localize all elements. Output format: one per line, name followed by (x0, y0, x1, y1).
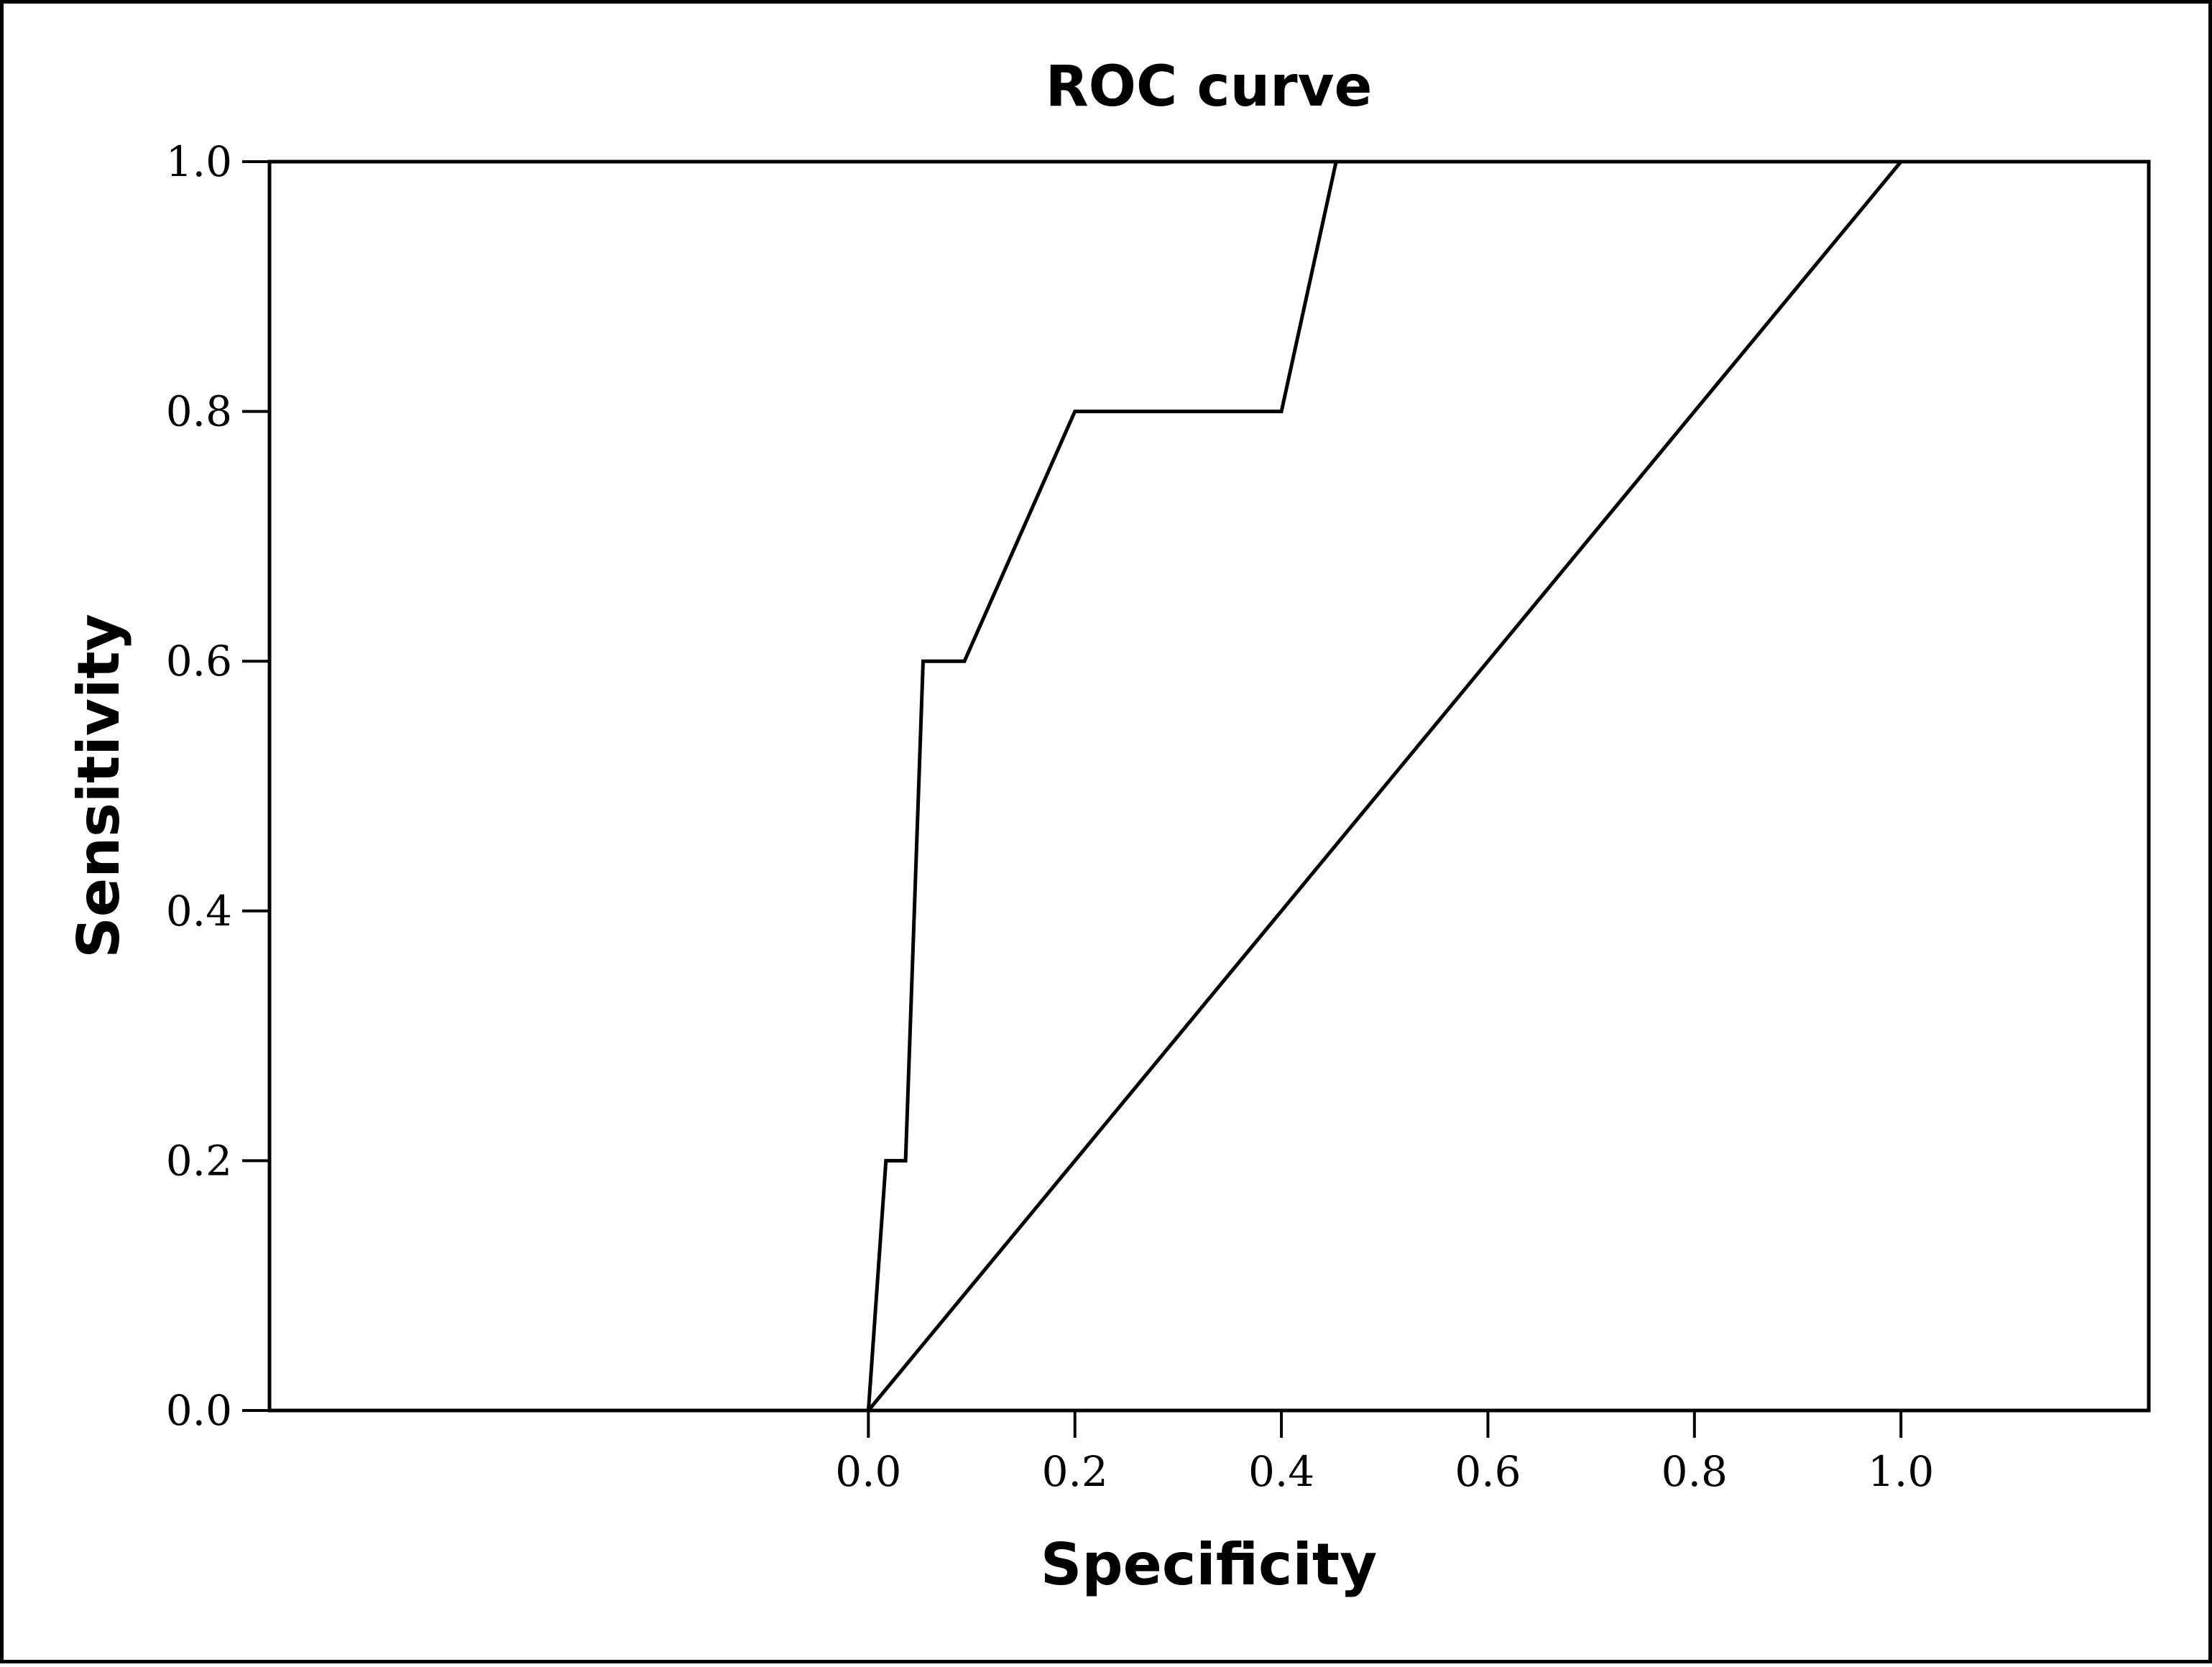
x-tick-label: 0.0 (835, 1447, 901, 1496)
roc-chart: ROC curve 0.00.20.40.60.81.0 0.0 0.2 0.4 0.… (65, 55, 2151, 1598)
chart-title: ROC curve (1046, 55, 1373, 119)
series-layer (866, 160, 1903, 1412)
x-tick-label: 0.2 (1042, 1447, 1108, 1496)
reference-diagonal-line (867, 160, 1903, 1412)
x-axis-ticks: 0.0 0.2 0.4 0.6 0.8 1.0 (835, 1410, 1934, 1496)
roc-curve-line (866, 161, 1338, 1411)
y-tick-label: 1.0 (166, 137, 232, 186)
y-tick-label: 0.4 (166, 887, 232, 936)
x-axis-label: Specificity (1041, 1531, 1378, 1598)
y-axis-label: Sensitivity (65, 614, 132, 959)
x-tick-label: 0.4 (1248, 1447, 1314, 1496)
x-tick-label: 0.6 (1455, 1447, 1521, 1496)
y-tick-label: 0.8 (166, 387, 232, 436)
plot-area (267, 160, 2151, 1413)
y-tick-label: 0.6 (166, 637, 232, 685)
y-tick-label: 0.2 (166, 1136, 232, 1185)
x-tick-label: 0.8 (1662, 1447, 1728, 1496)
y-axis-ticks: 0.0 0.2 0.4 0.6 0.8 1.0 (166, 137, 269, 1435)
y-tick-label: 0.0 (166, 1386, 232, 1435)
x-tick-label: 1.0 (1868, 1447, 1934, 1496)
